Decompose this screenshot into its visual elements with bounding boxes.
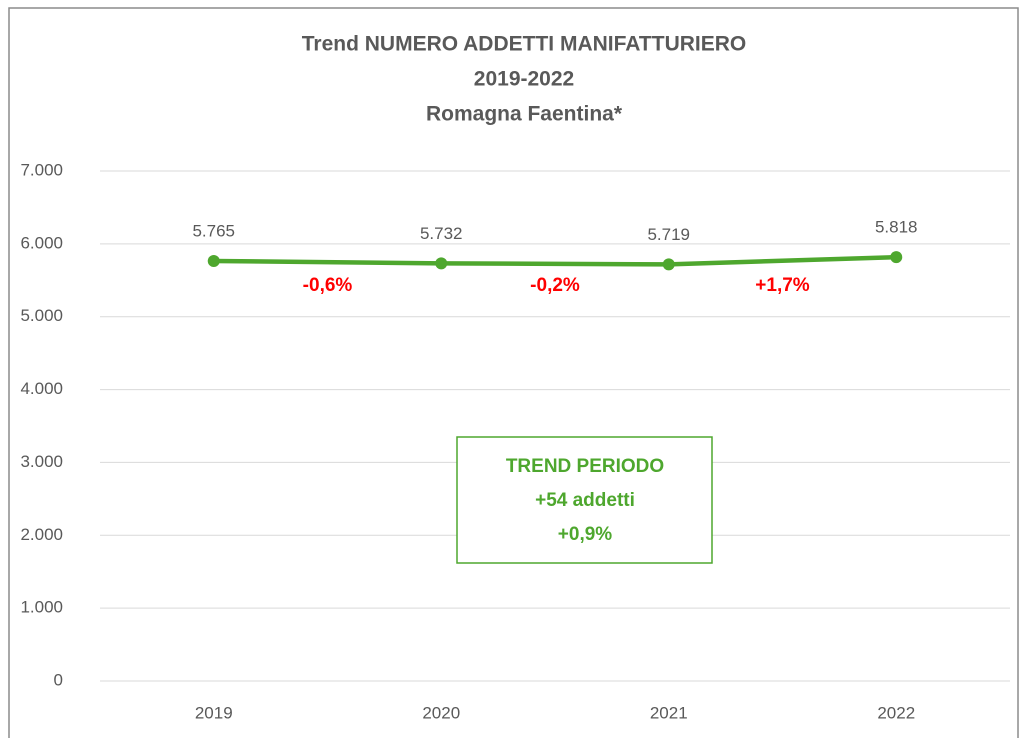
data-label: 5.719 [647, 225, 690, 244]
trend-box [456, 436, 713, 564]
trend-box-text: +0,9% [558, 524, 613, 545]
data-label: 5.732 [420, 224, 463, 243]
data-point [207, 254, 220, 267]
chart-title: 2019-2022 [474, 68, 574, 91]
change-label: -0,6% [303, 275, 353, 296]
x-tick-label: 2020 [422, 703, 460, 722]
chart-title: Trend NUMERO ADDETTI MANIFATTURIERO [302, 33, 747, 56]
y-tick-label: 2.000 [20, 525, 63, 544]
data-point [435, 257, 448, 270]
change-label: -0,2% [530, 275, 580, 296]
y-tick-label: 4.000 [20, 379, 63, 398]
data-point [662, 258, 675, 271]
y-tick-label: 5.000 [20, 306, 63, 325]
y-tick-label: 1.000 [20, 598, 63, 617]
data-point [890, 251, 903, 264]
trend-box-text: TREND PERIODO [506, 456, 664, 477]
y-tick-label: 6.000 [20, 233, 63, 252]
data-line [213, 254, 897, 267]
x-tick-label: 2022 [877, 703, 915, 722]
chart-title: Romagna Faentina* [426, 103, 623, 126]
trend-box-text: +54 addetti [535, 490, 635, 511]
y-tick-label: 7.000 [20, 160, 63, 179]
y-tick-label: 0 [54, 670, 63, 689]
x-tick-label: 2019 [195, 703, 233, 722]
chart-frame [8, 7, 1019, 738]
y-tick-label: 3.000 [20, 452, 63, 471]
change-label: +1,7% [755, 275, 810, 296]
data-label: 5.765 [192, 221, 235, 240]
x-tick-label: 2021 [650, 703, 688, 722]
data-label: 5.818 [875, 218, 918, 237]
